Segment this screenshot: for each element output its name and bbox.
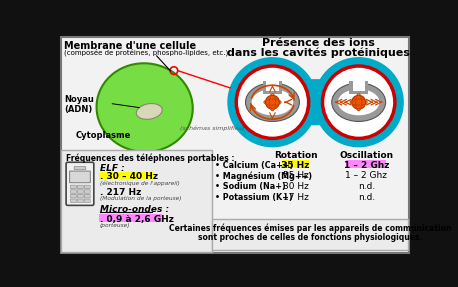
FancyBboxPatch shape — [61, 37, 409, 253]
Text: 1 – 2 Ghz: 1 – 2 Ghz — [344, 161, 389, 170]
Text: 35 Hz: 35 Hz — [281, 161, 310, 170]
Circle shape — [229, 58, 316, 146]
Text: (Modulation de la porteuse): (Modulation de la porteuse) — [100, 196, 181, 201]
Circle shape — [266, 95, 279, 109]
Ellipse shape — [338, 89, 380, 115]
Text: n.d.: n.d. — [358, 193, 375, 202]
Text: ELF :: ELF : — [100, 164, 125, 173]
Circle shape — [236, 66, 309, 138]
Circle shape — [322, 66, 395, 138]
Text: Membrane d'une cellule: Membrane d'une cellule — [64, 40, 196, 51]
Text: • Calcium (Ca++): • Calcium (Ca++) — [215, 161, 293, 170]
Text: n.d.: n.d. — [358, 182, 375, 191]
FancyBboxPatch shape — [74, 166, 86, 170]
Ellipse shape — [251, 89, 293, 115]
Ellipse shape — [280, 79, 351, 125]
Text: sont proches de celles de fonctions physiologiques.: sont proches de celles de fonctions phys… — [198, 233, 422, 242]
Circle shape — [352, 95, 365, 109]
Text: dans les cavités protéiniques: dans les cavités protéiniques — [227, 48, 410, 58]
Text: . 217 Hz: . 217 Hz — [100, 189, 141, 197]
Text: 1 – 2 Ghz: 1 – 2 Ghz — [345, 172, 387, 181]
FancyBboxPatch shape — [99, 172, 153, 179]
FancyBboxPatch shape — [266, 82, 278, 91]
Text: • Magnésium (Mg++): • Magnésium (Mg++) — [215, 172, 312, 181]
FancyBboxPatch shape — [70, 171, 90, 183]
Text: Rotation: Rotation — [274, 152, 317, 160]
Circle shape — [315, 58, 403, 146]
Text: Certaines fréquences émises par les appareils de communication: Certaines fréquences émises par les appa… — [169, 224, 452, 233]
Ellipse shape — [97, 63, 193, 152]
Text: Présence des ions: Présence des ions — [262, 38, 375, 48]
FancyBboxPatch shape — [213, 219, 408, 250]
Ellipse shape — [136, 104, 162, 119]
FancyBboxPatch shape — [61, 150, 212, 252]
FancyBboxPatch shape — [346, 160, 387, 168]
Ellipse shape — [332, 83, 386, 121]
FancyBboxPatch shape — [77, 199, 83, 203]
Text: • Sodium (Na+): • Sodium (Na+) — [215, 182, 285, 191]
FancyBboxPatch shape — [77, 190, 83, 193]
Text: 30 Hz: 30 Hz — [283, 182, 309, 191]
FancyBboxPatch shape — [71, 194, 76, 198]
FancyBboxPatch shape — [353, 82, 365, 91]
FancyBboxPatch shape — [77, 185, 83, 189]
Text: Noyau
(ADN): Noyau (ADN) — [64, 94, 93, 114]
FancyBboxPatch shape — [66, 162, 94, 205]
FancyBboxPatch shape — [84, 190, 90, 193]
Ellipse shape — [245, 83, 300, 121]
Text: 17 Hz: 17 Hz — [283, 193, 309, 202]
Text: (composée de protéines, phospho-lipides, etc.): (composée de protéines, phospho-lipides,… — [64, 48, 228, 56]
Text: Micro-ondes :: Micro-ondes : — [100, 205, 169, 214]
Text: (schémas simplifiés): (schémas simplifiés) — [180, 125, 245, 131]
Text: (porteuse): (porteuse) — [100, 223, 131, 228]
FancyBboxPatch shape — [71, 199, 76, 203]
FancyBboxPatch shape — [84, 199, 90, 203]
Text: Cytoplasme: Cytoplasme — [75, 131, 131, 140]
FancyBboxPatch shape — [84, 194, 90, 198]
Text: 55 Hz: 55 Hz — [283, 172, 309, 181]
Text: . 0,9 à 2,6 GHz: . 0,9 à 2,6 GHz — [100, 215, 174, 224]
FancyBboxPatch shape — [349, 82, 368, 94]
FancyBboxPatch shape — [263, 82, 282, 94]
Text: Fréquences des téléphones portables :: Fréquences des téléphones portables : — [66, 154, 234, 163]
Text: . 30 – 40 Hz: . 30 – 40 Hz — [100, 172, 158, 181]
FancyBboxPatch shape — [282, 160, 310, 168]
FancyBboxPatch shape — [71, 185, 76, 189]
FancyBboxPatch shape — [77, 194, 83, 198]
FancyBboxPatch shape — [84, 185, 90, 189]
FancyBboxPatch shape — [71, 190, 76, 193]
Text: • Potassium (K+): • Potassium (K+) — [215, 193, 292, 202]
FancyBboxPatch shape — [99, 214, 162, 222]
Text: Oscillation: Oscillation — [339, 152, 393, 160]
Text: (électronique de l'appareil): (électronique de l'appareil) — [100, 181, 180, 186]
